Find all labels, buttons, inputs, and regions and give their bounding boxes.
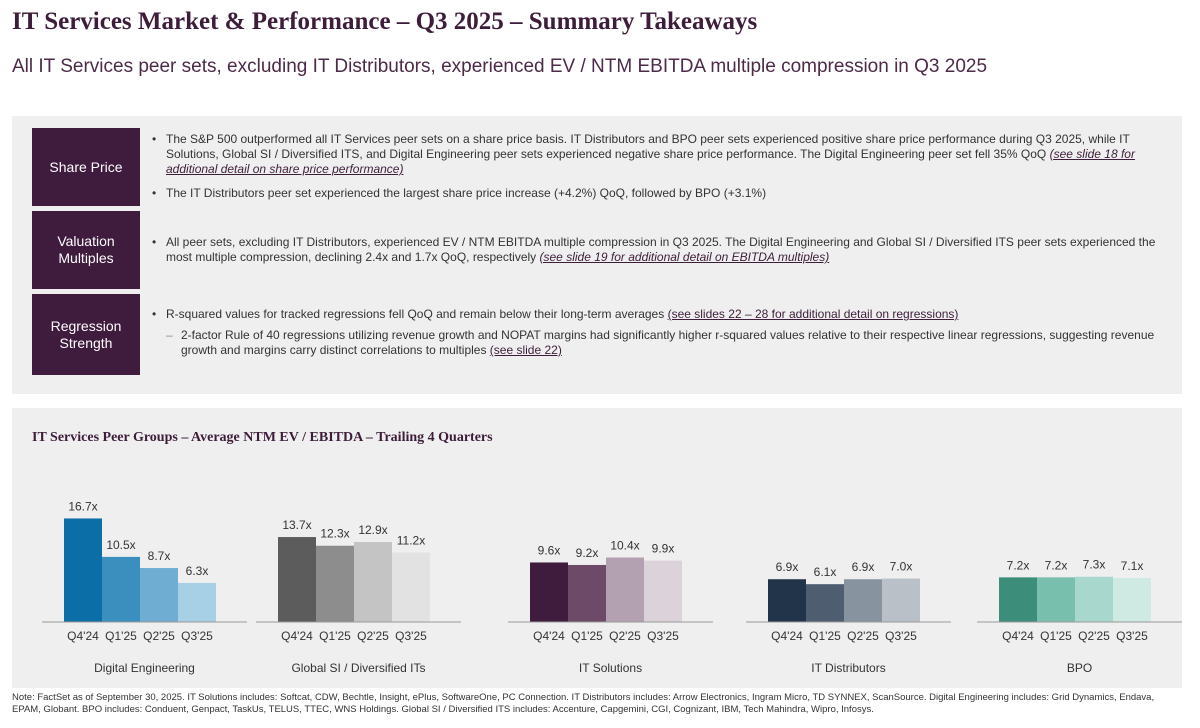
regression-slide-link[interactable]: (see slides 22 – 28 for additional detai… [667, 307, 959, 321]
bar-digital-engineering-1 [64, 518, 102, 622]
bar-it-distributors-3 [844, 579, 882, 622]
valuation-label: Valuation Multiples [32, 211, 140, 289]
regression-sub-slide-link[interactable]: (see slide 22) [489, 343, 562, 357]
valuation-bullets: All peer sets, excluding IT Distributors… [152, 235, 1157, 265]
tick-label-global-si-diversified-its-3: Q2'25 [357, 629, 389, 643]
share-price-slide-link[interactable]: (see slide 18 for additional detail on s… [166, 147, 1135, 176]
bar-global-si-diversified-its-4 [392, 552, 430, 622]
regression-bullet-1: R-squared values for tracked regressions… [152, 307, 1157, 322]
data-label-digital-engineering-3: 8.7x [148, 549, 171, 563]
share-price-bullet-2: The IT Distributors peer set experienced… [152, 186, 1157, 201]
tick-label-digital-engineering-4: Q3'25 [181, 629, 213, 643]
tick-label-global-si-diversified-its-2: Q1'25 [319, 629, 351, 643]
tick-label-it-solutions-2: Q1'25 [571, 629, 603, 643]
data-label-it-distributors-4: 7.0x [890, 560, 913, 574]
data-label-digital-engineering-1: 16.7x [68, 499, 97, 513]
regression-label: Regression Strength [32, 294, 140, 375]
takeaways-panel: Share Price The S&P 500 outperformed all… [12, 116, 1182, 394]
data-label-it-solutions-2: 9.2x [576, 546, 599, 560]
regression-subbullet: 2-factor Rule of 40 regressions utilizin… [152, 328, 1157, 358]
group-label-digital-engineering: Digital Engineering [94, 661, 195, 675]
tick-label-it-solutions-4: Q3'25 [647, 629, 679, 643]
bar-bpo-2 [1037, 577, 1075, 622]
regression-bullets: R-squared values for tracked regressions… [152, 307, 1157, 358]
page-subtitle: All IT Services peer sets, excluding IT … [12, 56, 988, 77]
tick-label-it-solutions-1: Q4'24 [533, 629, 565, 643]
tick-label-it-distributors-4: Q3'25 [885, 629, 917, 643]
tick-label-bpo-2: Q1'25 [1040, 629, 1072, 643]
share-price-bullets: The S&P 500 outperformed all IT Services… [152, 132, 1157, 201]
share-price-bullet-1-text: The S&P 500 outperformed all IT Services… [166, 132, 1130, 161]
bar-it-solutions-2 [568, 564, 606, 622]
valuation-bullet-1: All peer sets, excluding IT Distributors… [152, 235, 1157, 265]
bar-it-distributors-1 [768, 579, 806, 622]
group-label-it-solutions: IT Solutions [579, 661, 642, 675]
tick-label-bpo-4: Q3'25 [1116, 629, 1148, 643]
bar-global-si-diversified-its-2 [316, 545, 354, 622]
data-label-global-si-diversified-its-1: 13.7x [282, 518, 311, 532]
tick-label-bpo-3: Q2'25 [1078, 629, 1110, 643]
tick-label-it-distributors-3: Q2'25 [847, 629, 879, 643]
tick-label-bpo-1: Q4'24 [1002, 629, 1034, 643]
group-label-bpo: BPO [1067, 661, 1092, 675]
data-label-bpo-1: 7.2x [1007, 558, 1030, 572]
bar-global-si-diversified-its-1 [278, 537, 316, 622]
bar-it-distributors-4 [882, 578, 920, 622]
tick-label-global-si-diversified-its-4: Q3'25 [395, 629, 427, 643]
bar-bpo-3 [1075, 576, 1113, 622]
bar-it-solutions-4 [644, 560, 682, 622]
bar-digital-engineering-3 [140, 568, 178, 622]
share-price-bullet-1: The S&P 500 outperformed all IT Services… [152, 132, 1157, 177]
bar-it-distributors-2 [806, 584, 844, 622]
bar-digital-engineering-4 [178, 582, 216, 622]
tick-label-digital-engineering-2: Q1'25 [105, 629, 137, 643]
data-label-global-si-diversified-its-2: 12.3x [320, 527, 349, 541]
bar-bpo-1 [999, 577, 1037, 622]
bar-it-solutions-1 [530, 562, 568, 622]
page-title: IT Services Market & Performance – Q3 20… [12, 8, 758, 35]
data-label-global-si-diversified-its-3: 12.9x [358, 523, 387, 537]
bar-global-si-diversified-its-3 [354, 542, 392, 622]
data-label-global-si-diversified-its-4: 11.2x [397, 534, 425, 548]
regression-bullet-1-text: R-squared values for tracked regressions… [166, 307, 668, 321]
bar-bpo-4 [1113, 577, 1151, 622]
valuation-slide-link[interactable]: (see slide 19 for additional detail on E… [539, 250, 830, 264]
tick-label-global-si-diversified-its-1: Q4'24 [281, 629, 313, 643]
bar-it-solutions-3 [606, 557, 644, 622]
tick-label-digital-engineering-3: Q2'25 [143, 629, 175, 643]
data-label-bpo-4: 7.1x [1121, 559, 1144, 573]
data-label-it-solutions-1: 9.6x [538, 543, 561, 557]
data-label-digital-engineering-2: 10.5x [106, 538, 135, 552]
bar-digital-engineering-2 [102, 556, 140, 622]
data-label-bpo-3: 7.3x [1083, 558, 1106, 572]
tick-label-it-distributors-2: Q1'25 [809, 629, 841, 643]
data-label-it-distributors-3: 6.9x [852, 560, 875, 574]
peer-group-bar-chart: 16.7x Q4'24 10.5x Q1'25 8.7x Q2'25 6.3x Q3'25 Di… [42, 499, 1182, 675]
valuation-bullet-1-text: All peer sets, excluding IT Distributors… [166, 235, 1156, 264]
data-label-it-distributors-1: 6.9x [776, 560, 799, 574]
group-label-global-si-diversified-its: Global SI / Diversified ITs [291, 661, 425, 675]
footnote: Note: FactSet as of September 30, 2025. … [12, 692, 1155, 715]
chart-title: IT Services Peer Groups – Average NTM EV… [32, 430, 493, 445]
data-label-bpo-2: 7.2x [1045, 558, 1068, 572]
data-label-it-solutions-3: 10.4x [610, 539, 639, 553]
data-label-digital-engineering-4: 6.3x [186, 564, 209, 578]
regression-subbullet-text: 2-factor Rule of 40 regressions utilizin… [181, 328, 1155, 357]
chart-panel: IT Services Peer Groups – Average NTM EV… [12, 408, 1182, 688]
share-price-label: Share Price [32, 128, 140, 206]
tick-label-digital-engineering-1: Q4'24 [67, 629, 99, 643]
group-label-it-distributors: IT Distributors [811, 661, 885, 675]
data-label-it-distributors-2: 6.1x [814, 565, 837, 579]
data-label-it-solutions-4: 9.9x [652, 542, 675, 556]
tick-label-it-distributors-1: Q4'24 [771, 629, 803, 643]
tick-label-it-solutions-3: Q2'25 [609, 629, 641, 643]
